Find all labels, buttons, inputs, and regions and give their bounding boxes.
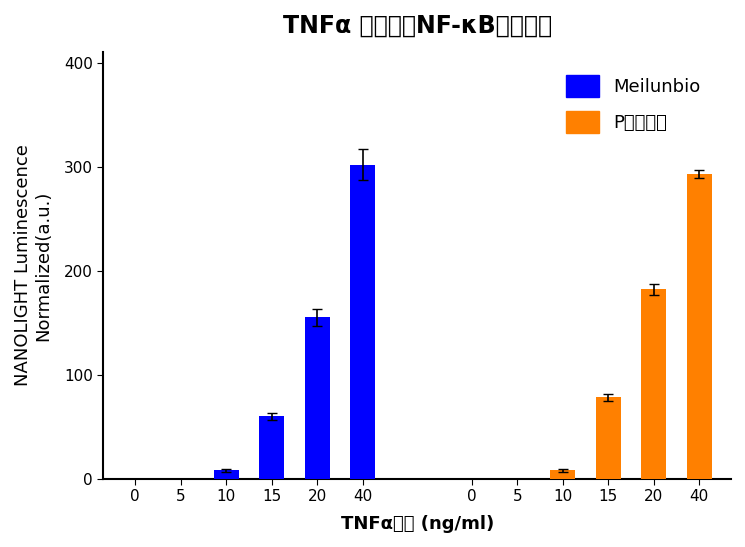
Bar [214,470,238,479]
Title: TNFα 梯度诱导NF-κB信号通路: TNFα 梯度诱导NF-κB信号通路 [282,14,552,38]
Bar [641,289,666,479]
Legend: Meilunbio, P进口公司: Meilunbio, P进口公司 [557,66,709,142]
Bar [551,470,575,479]
X-axis label: TNFα浓度 (ng/ml): TNFα浓度 (ng/ml) [340,515,494,533]
Bar [259,416,284,479]
Y-axis label: NANOLIGHT Luminescence
Normalized(a.u.): NANOLIGHT Luminescence Normalized(a.u.) [14,144,53,386]
Bar [596,398,621,479]
Bar [305,317,329,479]
Bar [687,174,711,479]
Bar [350,165,375,479]
